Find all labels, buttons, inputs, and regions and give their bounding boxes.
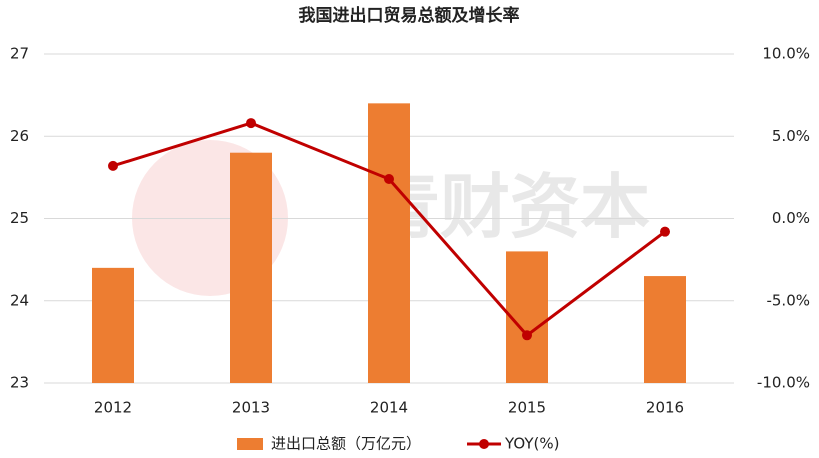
bar xyxy=(92,267,134,383)
y-tick-label: 24 xyxy=(10,291,29,309)
legend-label: 进出口总额（万亿元） xyxy=(271,435,421,453)
y-tick-label: 25 xyxy=(10,209,29,227)
point xyxy=(246,118,256,129)
x-tick-label: 2016 xyxy=(646,399,684,417)
point xyxy=(660,226,670,237)
bar xyxy=(368,103,410,383)
y2-tick-label: 0.0% xyxy=(772,209,810,227)
x-tick-label: 2013 xyxy=(232,399,270,417)
x-tick-label: 2014 xyxy=(370,399,408,417)
legend-label: YOY(%) xyxy=(504,435,559,453)
point xyxy=(384,174,394,185)
point xyxy=(108,160,118,171)
y2-tick-label: 10.0% xyxy=(762,45,810,63)
legend-swatch xyxy=(479,439,490,449)
legend-swatch xyxy=(237,438,263,450)
x-tick-label: 2012 xyxy=(94,399,132,417)
chart-title: 我国进出口贸易总额及增长率 xyxy=(299,5,520,26)
point xyxy=(522,330,532,341)
bar xyxy=(644,276,686,383)
y-tick-label: 26 xyxy=(10,127,29,145)
y2-tick-label: 5.0% xyxy=(772,127,810,145)
y-tick-label: 23 xyxy=(10,374,29,392)
y2-tick-label: -10.0% xyxy=(757,374,810,392)
y2-tick-label: -5.0% xyxy=(766,291,810,309)
watermark: 青财资本 xyxy=(370,166,650,248)
bar xyxy=(230,152,272,383)
x-tick-label: 2015 xyxy=(508,399,546,417)
y-tick-label: 27 xyxy=(10,45,29,63)
